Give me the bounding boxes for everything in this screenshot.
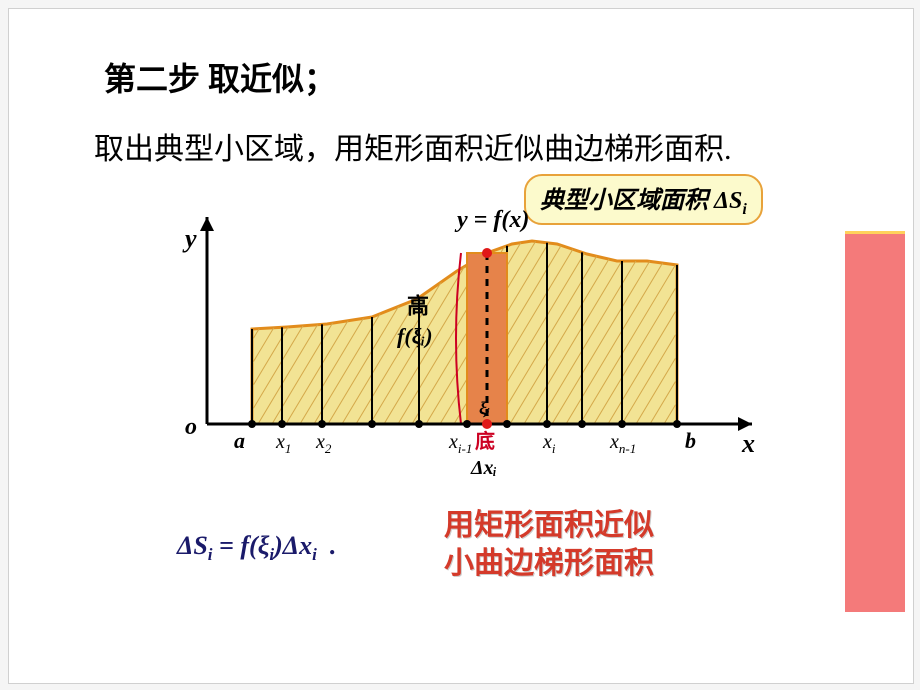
step-title: 第二步 取近似； — [104, 54, 336, 100]
svg-text:xn-1: xn-1 — [609, 431, 636, 456]
svg-text:y: y — [182, 224, 197, 253]
svg-text:x1: x1 — [275, 431, 291, 456]
svg-text:高: 高 — [407, 294, 429, 319]
integral-diagram: y x o y = f(x) a b x1 x2 xi-1 xi xn-1 高 f(ξᵢ) ξᵢ 底 Δxᵢ — [177, 209, 767, 494]
svg-text:f(ξᵢ): f(ξᵢ) — [397, 324, 433, 349]
svg-text:xi-1: xi-1 — [448, 431, 472, 456]
svg-text:x: x — [741, 429, 755, 458]
svg-text:o: o — [185, 414, 197, 440]
svg-text:Δxᵢ: Δxᵢ — [470, 457, 497, 479]
svg-text:x2: x2 — [315, 431, 332, 456]
svg-text:底: 底 — [475, 429, 495, 453]
step-subtitle: 取出典型小区域，用矩形面积近似曲边梯形面积. — [94, 124, 732, 168]
approx-note: 用矩形面积近似 小曲边梯形面积 — [444, 507, 654, 582]
svg-text:a: a — [234, 428, 245, 453]
svg-text:y = f(x): y = f(x) — [454, 209, 529, 233]
side-red-block — [845, 231, 905, 612]
diagram-svg: y x o y = f(x) a b x1 x2 xi-1 xi xn-1 高 f(ξᵢ) ξᵢ 底 Δxᵢ — [177, 209, 767, 494]
svg-text:ξᵢ: ξᵢ — [479, 398, 490, 419]
slide: 第二步 取近似； 取出典型小区域，用矩形面积近似曲边梯形面积. 典型小区域面积 … — [8, 8, 914, 684]
area-formula: ΔSi = f(ξi)Δxi . — [177, 531, 336, 565]
note-line1: 用矩形面积近似 — [444, 507, 654, 545]
svg-text:b: b — [685, 428, 696, 453]
note-line2: 小曲边梯形面积 — [444, 545, 654, 583]
svg-text:xi: xi — [542, 431, 556, 456]
